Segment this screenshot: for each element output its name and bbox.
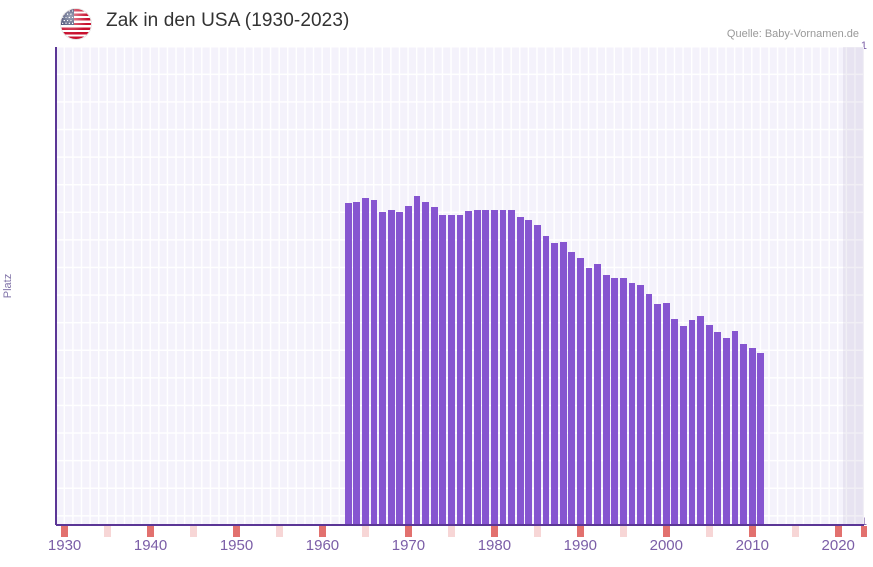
source-attribution: Quelle: Baby-Vornamen.de bbox=[726, 28, 859, 40]
tick-major-1930 bbox=[61, 526, 68, 537]
bar-2005[interactable] bbox=[705, 325, 713, 525]
tick-major-1950 bbox=[233, 526, 240, 537]
y-axis-line bbox=[55, 47, 57, 525]
future-shaded-region bbox=[842, 47, 864, 525]
bar-2008[interactable] bbox=[731, 331, 739, 525]
bar-series bbox=[56, 47, 864, 525]
bar-1969[interactable] bbox=[396, 212, 404, 525]
tick-minor-1935 bbox=[104, 526, 111, 537]
bar-1984[interactable] bbox=[525, 220, 533, 525]
x-axis-label-2010: 2010 bbox=[735, 537, 769, 554]
bar-1964[interactable] bbox=[353, 201, 361, 525]
bar-1998[interactable] bbox=[645, 294, 653, 525]
bar-1997[interactable] bbox=[637, 285, 644, 525]
y-axis-title: Platz bbox=[2, 273, 14, 299]
x-axis-label-1930: 1930 bbox=[47, 537, 82, 554]
bar-1994[interactable] bbox=[611, 278, 619, 525]
bar-1986[interactable] bbox=[542, 235, 550, 525]
tick-minor-1975 bbox=[448, 526, 455, 537]
tick-minor-2015 bbox=[791, 526, 799, 537]
tick-minor-1995 bbox=[619, 526, 627, 537]
bar-1974[interactable] bbox=[439, 215, 447, 525]
bar-1975[interactable] bbox=[448, 215, 455, 525]
x-axis-label-1960: 1960 bbox=[305, 537, 340, 554]
bar-2000[interactable] bbox=[662, 303, 670, 525]
tick-minor-2005 bbox=[705, 526, 713, 537]
x-axis-label-1950: 1950 bbox=[219, 537, 254, 554]
tick-minor-1985 bbox=[533, 526, 541, 537]
bar-2006[interactable] bbox=[714, 332, 722, 525]
bar-1976[interactable] bbox=[456, 215, 464, 525]
bar-1988[interactable] bbox=[559, 242, 567, 525]
bar-1977[interactable] bbox=[465, 211, 472, 525]
x-axis-label-1980: 1980 bbox=[477, 537, 512, 554]
bar-1979[interactable] bbox=[482, 210, 490, 525]
x-axis-label-1970: 1970 bbox=[391, 537, 426, 554]
us-flag-icon bbox=[61, 9, 91, 39]
bar-2003[interactable] bbox=[688, 319, 696, 525]
bar-2001[interactable] bbox=[671, 318, 679, 525]
y-axis-top-label: 1 bbox=[860, 40, 867, 52]
x-axis-tick-marks bbox=[56, 526, 868, 537]
bar-1970[interactable] bbox=[405, 206, 412, 525]
bar-1971[interactable] bbox=[413, 195, 421, 525]
x-axis-line bbox=[56, 524, 864, 526]
bar-1987[interactable] bbox=[551, 242, 558, 525]
bar-1980[interactable] bbox=[490, 210, 498, 525]
bar-1995[interactable] bbox=[619, 277, 627, 525]
tick-major-1960 bbox=[319, 526, 326, 537]
bar-1999[interactable] bbox=[654, 303, 662, 525]
x-axis-label-2020: 2020 bbox=[821, 537, 855, 554]
bar-2011[interactable] bbox=[757, 352, 765, 525]
bar-1992[interactable] bbox=[594, 264, 601, 525]
bar-1965[interactable] bbox=[362, 198, 369, 525]
bar-1985[interactable] bbox=[533, 224, 541, 525]
bar-1982[interactable] bbox=[508, 210, 515, 525]
tick-major-1980 bbox=[490, 526, 498, 537]
chart-header: Zak in den USA (1930-2023) Quelle: Baby-… bbox=[0, 0, 873, 47]
tick-major-1940 bbox=[147, 526, 154, 537]
bar-1973[interactable] bbox=[430, 207, 438, 525]
bar-2010[interactable] bbox=[748, 347, 756, 525]
x-axis-labels: 1930 1940 1950 1960 1970 1980 1990 2000 2010 2020 bbox=[0, 537, 873, 563]
page-title: Zak in den USA (1930-2023) bbox=[106, 10, 350, 31]
y-axis-title-wrap: Platz bbox=[0, 0, 56, 567]
bar-1989[interactable] bbox=[568, 252, 576, 525]
tick-minor-1955 bbox=[276, 526, 283, 537]
tick-major-1970 bbox=[405, 526, 412, 537]
bar-1981[interactable] bbox=[499, 210, 507, 525]
tick-major-1990 bbox=[576, 526, 584, 537]
tick-major-2010 bbox=[748, 526, 756, 537]
x-axis-label-2000: 2000 bbox=[649, 537, 683, 554]
bar-1972[interactable] bbox=[422, 202, 429, 525]
bar-2009[interactable] bbox=[740, 343, 748, 525]
bar-1966[interactable] bbox=[370, 200, 378, 525]
x-axis-label-1990: 1990 bbox=[563, 537, 598, 554]
bar-2007[interactable] bbox=[723, 337, 730, 525]
flag-gloss bbox=[61, 9, 91, 39]
bar-1993[interactable] bbox=[602, 275, 610, 525]
tick-major-2023 bbox=[860, 526, 868, 537]
bar-1990[interactable] bbox=[576, 257, 584, 525]
plot-area bbox=[56, 47, 864, 525]
tick-major-2020 bbox=[834, 526, 842, 537]
bar-1996[interactable] bbox=[628, 282, 636, 525]
bar-1991[interactable] bbox=[585, 267, 593, 525]
bar-2002[interactable] bbox=[680, 326, 687, 525]
bar-1983[interactable] bbox=[516, 217, 524, 525]
tick-minor-1965 bbox=[362, 526, 369, 537]
bar-1963[interactable] bbox=[344, 203, 352, 525]
bar-1978[interactable] bbox=[473, 210, 481, 525]
bar-1967[interactable] bbox=[379, 211, 387, 525]
tick-minor-1945 bbox=[190, 526, 197, 537]
bar-2004[interactable] bbox=[697, 316, 705, 525]
tick-major-2000 bbox=[662, 526, 670, 537]
x-axis-label-1940: 1940 bbox=[133, 537, 168, 554]
bar-1968[interactable] bbox=[387, 209, 395, 525]
